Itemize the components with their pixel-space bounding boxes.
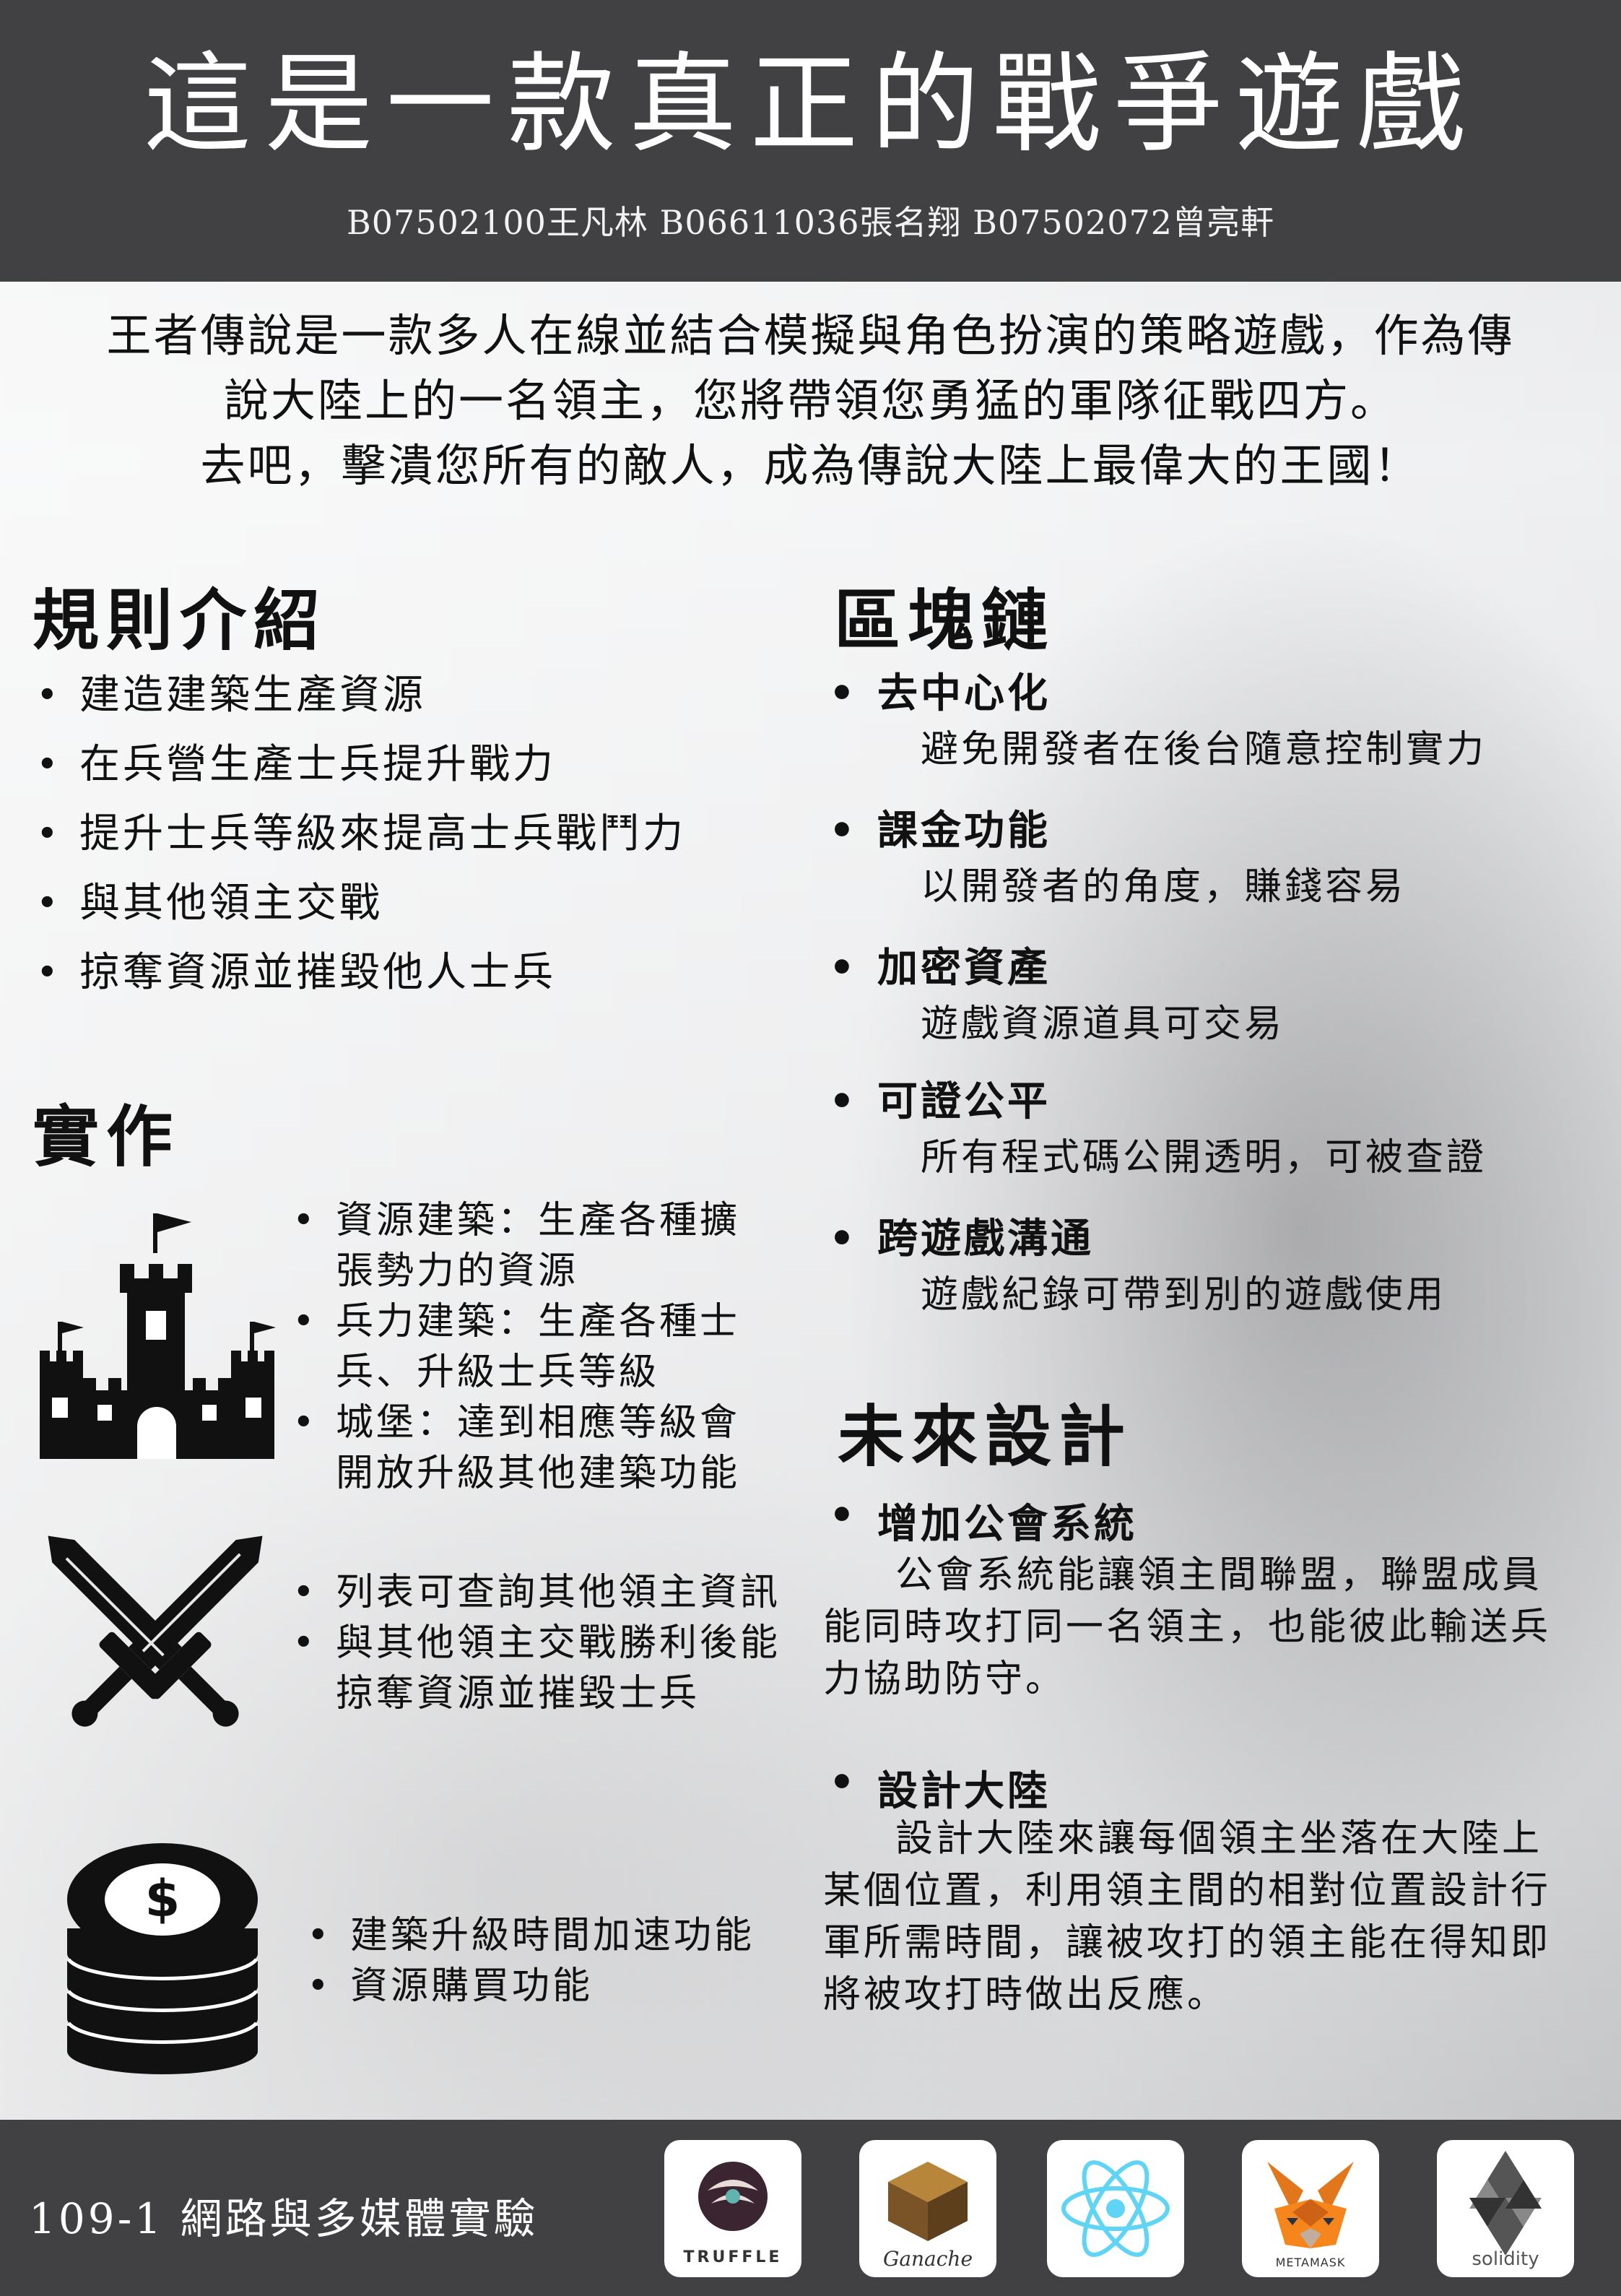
blockchain-item-title: 去中心化 xyxy=(823,664,1589,722)
blockchain-item-title: 加密資產 xyxy=(823,939,1589,997)
list-item: 與其他領主交戰 xyxy=(29,869,787,938)
list-item: 資源購買功能 xyxy=(303,1961,809,2011)
implementation-heading: 實作 xyxy=(32,1098,181,1176)
list-item: 與其他領主交戰勝利後能掠奪資源並摧毀士兵 xyxy=(289,1618,809,1719)
ganache-logo-label: Ganache xyxy=(882,2247,973,2271)
list-item: 掠奪資源並摧毀他人士兵 xyxy=(29,938,787,1008)
rules-list: 建造建築生產資源 在兵營生產士兵提升戰力 提升士兵等級來提高士兵戰鬥力 與其他領… xyxy=(29,661,787,1008)
solidity-logo: solidity xyxy=(1437,2140,1574,2277)
list-item: 建造建築生產資源 xyxy=(29,661,787,730)
background-veil xyxy=(0,282,1621,2120)
crossed-swords-icon xyxy=(48,1535,263,1727)
blockchain-item-title: 可證公平 xyxy=(823,1073,1589,1130)
future-heading: 未來設計 xyxy=(838,1398,1133,1476)
page-title: 這是一款真正的戰爭遊戲 xyxy=(143,42,1478,168)
future-item-title: 增加公會系統 xyxy=(823,1491,1137,1550)
list-item: 在兵營生產士兵提升戰力 xyxy=(29,730,787,800)
blockchain-item-desc: 避免開發者在後台隨意控制實力 xyxy=(921,728,1487,771)
svg-text:$: $ xyxy=(145,1869,181,1928)
metamask-logo-label: METAMASK xyxy=(1275,2256,1346,2269)
payment-feature-list: 建築升級時間加速功能 資源購買功能 xyxy=(303,1910,809,2011)
intro-line: 去吧，擊潰您所有的敵人，成為傳說大陸上最偉大的王國！ xyxy=(200,439,1421,492)
blockchain-item: 加密資產 遊戲資源道具可交易 xyxy=(823,939,1589,1052)
battle-feature-list: 列表可查詢其他領主資訊 與其他領主交戰勝利後能掠奪資源並摧毀士兵 xyxy=(289,1567,809,1719)
blockchain-item: 跨遊戲溝通 遊戲紀錄可帶到別的遊戲使用 xyxy=(823,1210,1589,1322)
truffle-logo: TRUFFLE xyxy=(664,2140,801,2277)
solidity-logo-label: solidity xyxy=(1472,2248,1539,2270)
list-item: 提升士兵等級來提高士兵戰鬥力 xyxy=(29,800,787,869)
blockchain-item: 課金功能 以開發者的角度，賺錢容易 xyxy=(823,802,1589,914)
rules-heading: 規則介紹 xyxy=(32,581,328,659)
blockchain-item-title: 課金功能 xyxy=(823,802,1589,859)
header-banner: 這是一款真正的戰爭遊戲 B07502100王凡林 B06611036張名翔 B0… xyxy=(0,0,1621,282)
future-item-desc: 設計大陸來讓每個領主坐落在大陸上某個位置，利用領主間的相對位置設計行軍所需時間，… xyxy=(823,1817,1552,2016)
author-line: B07502100王凡林 B06611036張名翔 B07502072曾亮軒 xyxy=(346,203,1275,242)
blockchain-heading: 區塊鏈 xyxy=(834,581,1056,659)
blockchain-item-desc: 所有程式碼公開透明，可被查證 xyxy=(921,1136,1487,1179)
future-item-title: 設計大陸 xyxy=(823,1759,1051,1817)
course-label: 109-1 網路與多媒體實驗 xyxy=(29,2194,539,2243)
list-item: 列表可查詢其他領主資訊 xyxy=(289,1567,809,1618)
future-item-desc: 公會系統能讓領主間聯盟，聯盟成員能同時攻打同一名領主，也能彼此輸送兵力協助防守。 xyxy=(823,1554,1552,1701)
list-item: 兵力建築：生產各種士兵、升級士兵等級 xyxy=(289,1296,780,1398)
blockchain-item: 去中心化 避免開發者在後台隨意控制實力 xyxy=(823,664,1589,777)
blockchain-item: 可證公平 所有程式碼公開透明，可被查證 xyxy=(823,1073,1589,1185)
list-item: 建築升級時間加速功能 xyxy=(303,1910,809,1961)
blockchain-item-desc: 遊戲紀錄可帶到別的遊戲使用 xyxy=(921,1273,1447,1317)
intro-line: 說大陸上的一名領主，您將帶領您勇猛的軍隊征戰四方。 xyxy=(223,374,1397,427)
truffle-logo-label: TRUFFLE xyxy=(683,2248,783,2266)
react-logo xyxy=(1047,2140,1184,2277)
metamask-logo: METAMASK xyxy=(1242,2140,1379,2277)
castle-icon xyxy=(40,1213,276,1459)
intro-line: 王者傳說是一款多人在線並結合模擬與角色扮演的策略遊戲，作為傳 xyxy=(106,309,1515,362)
castle-feature-list: 資源建築：生產各種擴張勢力的資源 兵力建築：生產各種士兵、升級士兵等級 城堡：達… xyxy=(289,1195,780,1499)
coin-stack-icon: $ xyxy=(66,1843,258,2074)
blockchain-item-desc: 遊戲資源道具可交易 xyxy=(921,1002,1285,1046)
list-item: 城堡：達到相應等級會開放升級其他建築功能 xyxy=(289,1398,780,1499)
blockchain-item-title: 跨遊戲溝通 xyxy=(823,1210,1589,1268)
blockchain-item-desc: 以開發者的角度，賺錢容易 xyxy=(921,865,1407,909)
footer-bar: 109-1 網路與多媒體實驗 TRUFFLE Ganache xyxy=(0,2120,1621,2296)
ganache-logo: Ganache xyxy=(859,2140,996,2277)
intro-paragraph: 王者傳說是一款多人在線並結合模擬與角色扮演的策略遊戲，作為傳 說大陸上的一名領主… xyxy=(29,303,1592,498)
list-item: 資源建築：生產各種擴張勢力的資源 xyxy=(289,1195,780,1296)
